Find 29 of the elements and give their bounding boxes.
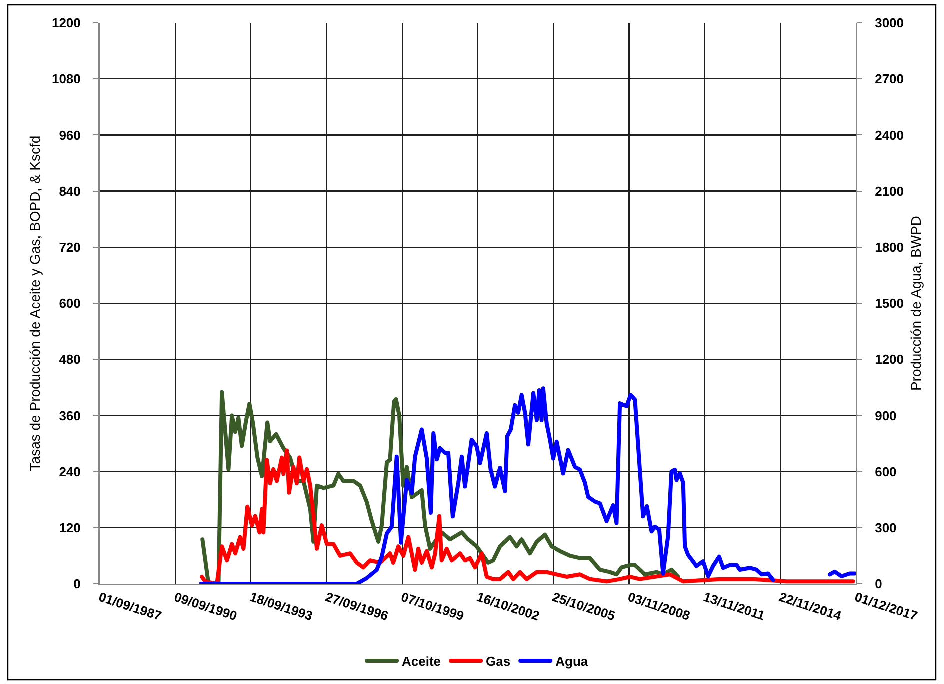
y-tick-label: 360 (59, 408, 81, 424)
y-tick-label: 0 (74, 576, 81, 592)
y-tick-label: 1080 (52, 72, 81, 87)
legend-label: Agua (556, 654, 589, 670)
line-series (200, 448, 856, 584)
y2-tick-label: 0 (875, 576, 882, 592)
y-tick-label: 120 (59, 520, 81, 536)
y2-tick-label: 900 (875, 408, 897, 424)
y-tick-label: 720 (59, 240, 81, 255)
y2-tick-label: 1200 (875, 352, 904, 368)
y-tick-label: 1200 (52, 16, 81, 31)
y-tick-label: 840 (59, 184, 81, 199)
y-tick-label: 960 (59, 128, 81, 143)
y2-tick-label: 2100 (875, 184, 904, 199)
y2-tick-label: 2400 (875, 128, 904, 143)
line-series (200, 390, 680, 584)
y2-tick-label: 2700 (875, 72, 904, 87)
y-tick-label: 240 (59, 464, 81, 480)
y-tick-label: 480 (59, 352, 81, 368)
y2-tick-label: 3000 (875, 16, 904, 31)
y2-axis-title: Producción de Agua, BWPD (908, 216, 924, 392)
y2-tick-label: 300 (875, 520, 897, 536)
y-axis-title: Tasas de Producción de Aceite y Gas, BOPD, & Kscfd (26, 136, 43, 472)
legend-label: Aceite (402, 654, 442, 670)
y-tick-label: 600 (59, 296, 81, 312)
y2-tick-label: 1800 (875, 240, 904, 255)
y2-tick-label: 600 (875, 464, 897, 480)
legend-label: Gas (486, 654, 511, 670)
y2-tick-label: 1500 (875, 296, 904, 312)
